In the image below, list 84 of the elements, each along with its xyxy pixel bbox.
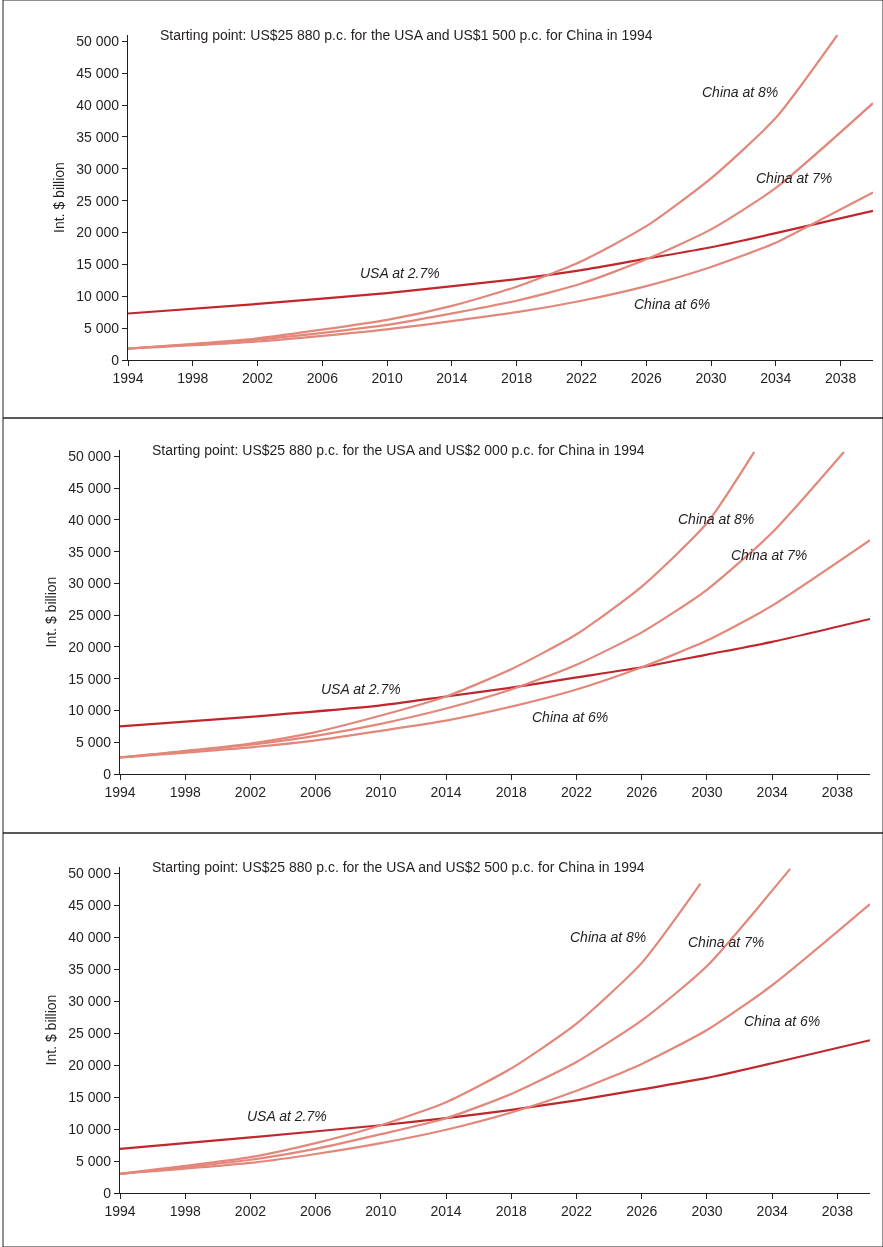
x-tick-label: 2026	[630, 369, 663, 386]
x-tick-label: 2018	[495, 783, 528, 800]
x-tick-label: 2030	[691, 783, 723, 800]
x-tick-label: 2014	[430, 783, 462, 800]
y-tick-label: 45 000	[68, 480, 112, 497]
y-tick-label: 25 000	[76, 192, 120, 209]
annotation: Starting point: US$25 880 p.c. for the USA and US$2 000 p.c. for China in 1994	[152, 442, 645, 458]
y-tick-label: 30 000	[68, 575, 112, 592]
x-tick-label: 2034	[760, 369, 792, 386]
series-label: USA at 2.7%	[360, 265, 440, 281]
x-tick-label: 2010	[365, 1202, 397, 1219]
series-label: China at 8%	[570, 929, 647, 945]
x-tick-label: 1998	[169, 783, 201, 800]
y-tick-label: 40 000	[68, 511, 112, 528]
y-tick-label: 0	[103, 765, 112, 782]
y-tick-label: 30 000	[76, 160, 120, 177]
y-tick-label: 15 000	[68, 1089, 112, 1106]
y-tick-label: 25 000	[68, 607, 112, 624]
x-tick-label: 1998	[177, 369, 209, 386]
y-tick-label: 15 000	[76, 256, 120, 273]
y-axis-title: Int. $ billion	[42, 994, 59, 1066]
x-tick-label: 2006	[306, 369, 339, 386]
y-tick-label: 45 000	[76, 65, 120, 82]
x-tick-label: 1998	[169, 1202, 201, 1219]
y-tick-label: 40 000	[68, 929, 112, 946]
y-tick-label: 50 000	[68, 865, 112, 882]
series-label: USA at 2.7%	[247, 1108, 327, 1124]
x-tick-label: 2006	[300, 783, 332, 800]
x-tick-label: 2018	[495, 1202, 528, 1219]
y-tick-label: 10 000	[76, 288, 120, 305]
annotation: Starting point: US$25 880 p.c. for the USA and US$2 500 p.c. for China in 1994	[152, 859, 645, 875]
y-tick-label: 15 000	[68, 670, 112, 687]
y-tick-label: 35 000	[76, 128, 120, 145]
x-tick-label: 2002	[234, 1202, 267, 1219]
y-axis-title: Int. $ billion	[42, 576, 59, 648]
x-tick-label: 2022	[565, 369, 598, 386]
y-tick-label: 20 000	[68, 638, 112, 655]
x-tick-label: 2030	[695, 369, 727, 386]
y-tick-label: 20 000	[68, 1057, 112, 1074]
x-tick-label: 2038	[821, 783, 854, 800]
y-tick-label: 20 000	[76, 224, 120, 241]
y-tick-label: 0	[103, 1184, 112, 1201]
x-tick-label: 2018	[501, 369, 533, 386]
x-tick-label: 2026	[626, 783, 658, 800]
y-tick-label: 0	[111, 351, 120, 368]
x-tick-label: 1994	[112, 369, 144, 386]
series-label: China at 8%	[702, 84, 779, 100]
x-tick-label: 2034	[756, 1202, 788, 1219]
y-tick-label: 5 000	[76, 734, 112, 751]
series-label: China at 6%	[532, 709, 609, 725]
y-tick-label: 35 000	[68, 543, 112, 560]
x-tick-label: 1994	[104, 1202, 136, 1219]
y-tick-label: 25 000	[68, 1025, 112, 1042]
x-tick-label: 2002	[234, 783, 267, 800]
y-tick-label: 50 000	[68, 448, 112, 465]
y-tick-label: 5 000	[76, 1152, 112, 1169]
x-tick-label: 1994	[104, 783, 136, 800]
x-tick-label: 2006	[300, 1202, 332, 1219]
y-tick-label: 45 000	[68, 897, 112, 914]
x-tick-label: 2014	[436, 369, 468, 386]
x-tick-label: 2038	[825, 369, 857, 386]
series-label: China at 7%	[688, 934, 765, 950]
y-tick-label: 35 000	[68, 961, 112, 978]
series-label: USA at 2.7%	[321, 681, 401, 697]
y-tick-label: 10 000	[68, 1120, 112, 1137]
x-tick-label: 2034	[756, 783, 788, 800]
x-tick-label: 2038	[821, 1202, 854, 1219]
y-tick-label: 10 000	[68, 702, 112, 719]
x-tick-label: 2010	[371, 369, 403, 386]
x-tick-label: 2026	[626, 1202, 658, 1219]
annotation: Starting point: US$25 880 p.c. for the USA and US$1 500 p.c. for China in 1994	[160, 27, 653, 43]
x-tick-label: 2002	[241, 369, 274, 386]
y-tick-label: 40 000	[76, 97, 120, 113]
x-tick-label: 2010	[365, 783, 397, 800]
y-tick-label: 30 000	[68, 993, 112, 1010]
x-tick-label: 2030	[691, 1202, 723, 1219]
x-tick-label: 2022	[560, 1202, 593, 1219]
y-tick-label: 50 000	[76, 33, 120, 50]
y-axis-title: Int. $ billion	[50, 162, 67, 233]
x-tick-label: 2014	[430, 1202, 462, 1219]
series-label: China at 6%	[634, 296, 711, 312]
y-tick-label: 5 000	[84, 320, 120, 337]
series-label: China at 6%	[744, 1013, 821, 1029]
x-tick-label: 2022	[560, 783, 593, 800]
